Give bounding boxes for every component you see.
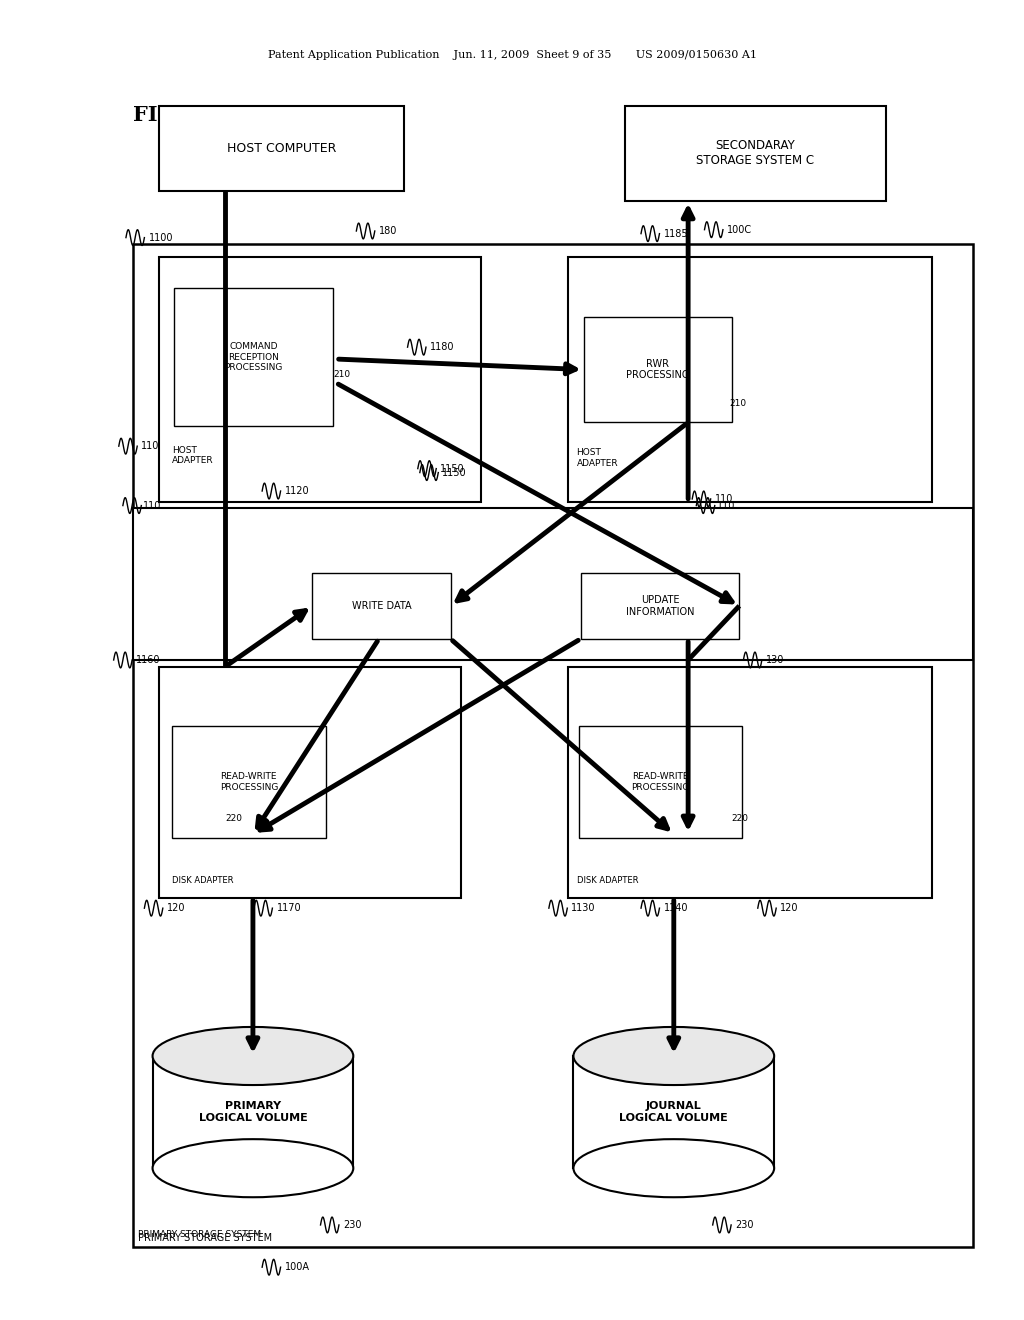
FancyBboxPatch shape: [159, 667, 461, 898]
Text: 1140: 1140: [664, 903, 688, 913]
Text: 110: 110: [143, 500, 162, 511]
FancyBboxPatch shape: [172, 726, 326, 838]
Text: 1100: 1100: [148, 232, 173, 243]
Text: RWR
PROCESSING: RWR PROCESSING: [627, 359, 689, 380]
Text: HOST COMPUTER: HOST COMPUTER: [227, 143, 336, 154]
Text: 110: 110: [715, 494, 733, 504]
Text: 1150: 1150: [442, 467, 467, 478]
Ellipse shape: [573, 1027, 774, 1085]
FancyBboxPatch shape: [579, 726, 742, 838]
FancyBboxPatch shape: [584, 317, 732, 422]
Text: 1185: 1185: [664, 228, 688, 239]
Text: SECONDARAY
STORAGE SYSTEM C: SECONDARAY STORAGE SYSTEM C: [696, 139, 814, 168]
Text: PRIMARY STORAGE SYSTEM: PRIMARY STORAGE SYSTEM: [138, 1233, 272, 1243]
Text: 1150: 1150: [440, 463, 465, 474]
FancyBboxPatch shape: [133, 508, 973, 660]
Text: 100C: 100C: [727, 224, 753, 235]
Text: 180: 180: [379, 226, 397, 236]
FancyBboxPatch shape: [159, 106, 404, 191]
Text: 230: 230: [735, 1220, 754, 1230]
Text: 230: 230: [343, 1220, 361, 1230]
Bar: [153, 1056, 353, 1168]
Text: FIG. 11: FIG. 11: [133, 104, 218, 125]
Bar: [573, 1056, 774, 1168]
FancyBboxPatch shape: [133, 244, 973, 1247]
Text: 1180: 1180: [430, 342, 455, 352]
Text: 1160: 1160: [136, 655, 161, 665]
Text: 220: 220: [731, 814, 749, 822]
Text: HOST
ADAPTER: HOST ADAPTER: [577, 449, 618, 467]
Text: 120: 120: [780, 903, 799, 913]
Text: 100A: 100A: [285, 1262, 309, 1272]
FancyBboxPatch shape: [159, 257, 481, 502]
Ellipse shape: [153, 1027, 353, 1085]
Text: PRIMARY STORAGE SYSTEM: PRIMARY STORAGE SYSTEM: [138, 1230, 261, 1238]
Text: PRIMARY
LOGICAL VOLUME: PRIMARY LOGICAL VOLUME: [199, 1101, 307, 1123]
Text: READ-WRITE
PROCESSING: READ-WRITE PROCESSING: [219, 772, 279, 792]
Text: COMMAND
RECEPTION
PROCESSING: COMMAND RECEPTION PROCESSING: [224, 342, 283, 372]
Text: 110: 110: [141, 441, 160, 451]
Text: 1170: 1170: [276, 903, 301, 913]
Text: READ-WRITE
PROCESSING: READ-WRITE PROCESSING: [631, 772, 690, 792]
Ellipse shape: [573, 1139, 774, 1197]
Text: 130: 130: [766, 655, 784, 665]
FancyBboxPatch shape: [568, 667, 932, 898]
Text: 110: 110: [717, 500, 735, 511]
Text: 1120: 1120: [285, 486, 309, 496]
Text: DISK ADAPTER: DISK ADAPTER: [172, 876, 233, 884]
Text: JOURNAL
LOGICAL VOLUME: JOURNAL LOGICAL VOLUME: [620, 1101, 728, 1123]
Ellipse shape: [153, 1139, 353, 1197]
FancyBboxPatch shape: [568, 257, 932, 502]
Text: 120: 120: [167, 903, 185, 913]
FancyBboxPatch shape: [312, 573, 451, 639]
Text: UPDATE
INFORMATION: UPDATE INFORMATION: [626, 595, 694, 616]
FancyBboxPatch shape: [174, 288, 333, 426]
Text: 1130: 1130: [571, 903, 596, 913]
FancyBboxPatch shape: [625, 106, 886, 201]
Text: 210: 210: [334, 371, 351, 379]
Text: DISK ADAPTER: DISK ADAPTER: [577, 876, 638, 884]
Text: 220: 220: [225, 814, 243, 822]
FancyBboxPatch shape: [581, 573, 739, 639]
Text: Patent Application Publication    Jun. 11, 2009  Sheet 9 of 35       US 2009/015: Patent Application Publication Jun. 11, …: [267, 50, 757, 61]
Text: 210: 210: [729, 400, 746, 408]
Text: HOST
ADAPTER: HOST ADAPTER: [172, 446, 214, 465]
Text: WRITE DATA: WRITE DATA: [351, 601, 412, 611]
